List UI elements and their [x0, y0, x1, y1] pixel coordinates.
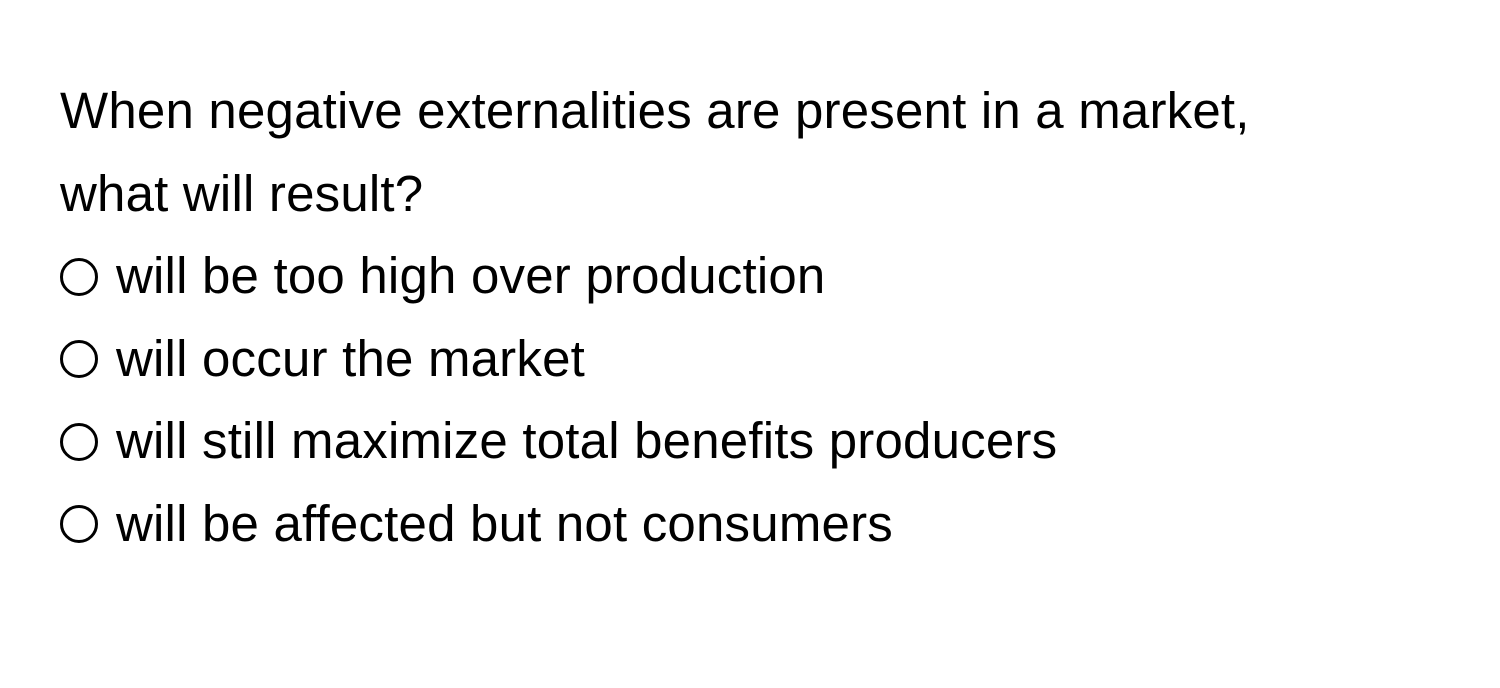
option-label: will occur the market [116, 318, 585, 401]
question-text-line-1: When negative externalities are present … [60, 70, 1440, 153]
radio-icon [60, 258, 98, 296]
option-label: will be too high over production [116, 235, 826, 318]
option-row-2[interactable]: will occur the market [60, 318, 1440, 401]
radio-icon [60, 340, 98, 378]
question-block: When negative externalities are present … [0, 0, 1500, 566]
radio-icon [60, 505, 98, 543]
option-row-4[interactable]: will be affected but not consumers [60, 483, 1440, 566]
option-label: will be affected but not consumers [116, 483, 893, 566]
radio-icon [60, 423, 98, 461]
option-label: will still maximize total benefits produ… [116, 400, 1057, 483]
option-row-1[interactable]: will be too high over production [60, 235, 1440, 318]
question-text-line-2: what will result? [60, 153, 1440, 236]
option-row-3[interactable]: will still maximize total benefits produ… [60, 400, 1440, 483]
